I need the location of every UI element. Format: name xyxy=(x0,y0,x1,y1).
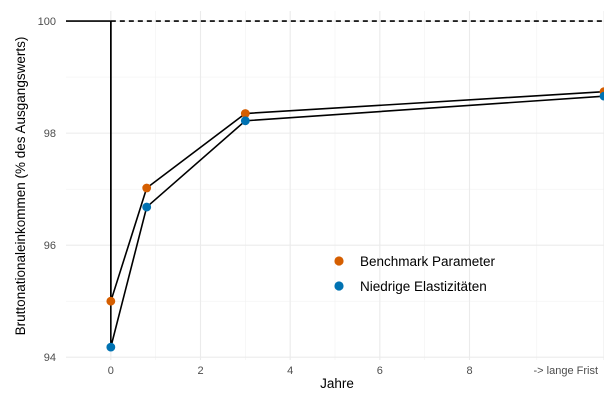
x-axis-label: Jahre xyxy=(320,376,354,391)
data-point-series-2 xyxy=(142,202,152,212)
y-tick-label: 96 xyxy=(44,240,56,252)
x-tick-label: 4 xyxy=(287,365,293,377)
grid xyxy=(66,11,604,360)
legend-key-series-2 xyxy=(334,281,344,291)
legend: Benchmark Parameter Niedrige Elastizitäte… xyxy=(334,254,496,294)
data-point-series-2 xyxy=(599,91,604,101)
data-point-series-1 xyxy=(142,183,152,193)
x-tick-label: 8 xyxy=(466,365,472,377)
x-tick-label: 6 xyxy=(377,365,383,377)
legend-label-series-1: Benchmark Parameter xyxy=(360,254,496,269)
x-tick-label: 2 xyxy=(197,365,203,377)
x-tick-label: 0 xyxy=(108,365,114,377)
x-tick-label: -> lange Frist xyxy=(534,365,599,377)
series-line-1 xyxy=(110,21,604,302)
data-point-series-2 xyxy=(240,116,250,126)
data-point-series-1 xyxy=(240,109,250,118)
legend-key-series-1 xyxy=(334,256,344,266)
x-tick-labels: 0 2 4 6 8 -> lange Frist xyxy=(108,365,598,377)
legend-label-series-2: Niedrige Elastizitäten xyxy=(360,279,487,294)
series-line-2 xyxy=(110,21,604,348)
series-points xyxy=(106,87,604,352)
y-tick-label: 100 xyxy=(38,16,56,28)
y-axis-label: Bruttonationaleinkommen (% des Ausgangsw… xyxy=(13,37,28,336)
y-tick-label: 94 xyxy=(44,352,56,364)
data-point-series-2 xyxy=(106,342,116,352)
data-point-series-1 xyxy=(106,296,116,306)
y-tick-label: 98 xyxy=(44,128,56,140)
y-tick-labels: 94 96 98 100 xyxy=(38,16,56,364)
